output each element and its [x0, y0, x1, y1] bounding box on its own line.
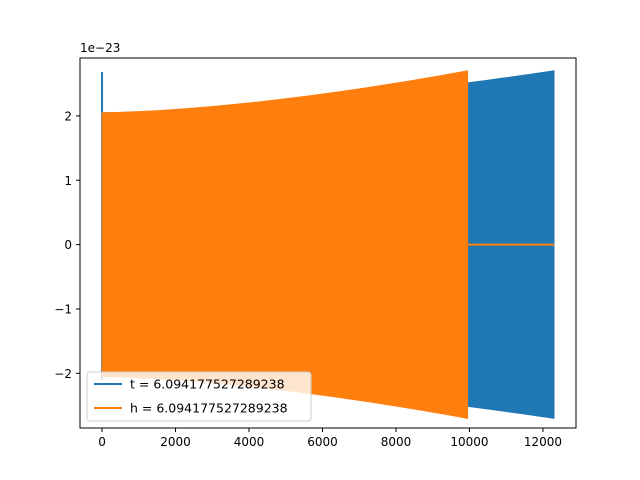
series-h-line: [101, 70, 469, 419]
y-tick-label: −2: [54, 367, 72, 381]
legend-label-h: h = 6.094177527289238: [130, 401, 288, 416]
y-tick-label: 0: [64, 238, 72, 252]
y-tick-label: 1: [64, 174, 72, 188]
legend-box: [86, 371, 312, 422]
legend: t = 6.094177527289238 h = 6.094177527289…: [86, 371, 312, 422]
y-tick-label: −1: [54, 302, 72, 316]
plot-area: [101, 70, 555, 419]
axes-frame: [79, 57, 577, 429]
x-axis-ticks: 0 2000 4000 6000 8000 10000 12000: [98, 428, 562, 449]
x-tick-label: 6000: [307, 435, 338, 449]
x-tick-label: 4000: [234, 435, 265, 449]
y-axis-ticks: −2 −1 0 1 2: [54, 109, 80, 381]
x-tick-label: 10000: [450, 435, 488, 449]
legend-label-t: t = 6.094177527289238: [130, 377, 285, 392]
y-offset-text: 1e−23: [80, 41, 120, 55]
x-tick-label: 2000: [160, 435, 191, 449]
x-tick-label: 0: [98, 435, 106, 449]
x-tick-label: 12000: [524, 435, 562, 449]
y-tick-label: 2: [64, 109, 72, 123]
x-tick-label: 8000: [381, 435, 412, 449]
series-layer: [101, 70, 555, 419]
